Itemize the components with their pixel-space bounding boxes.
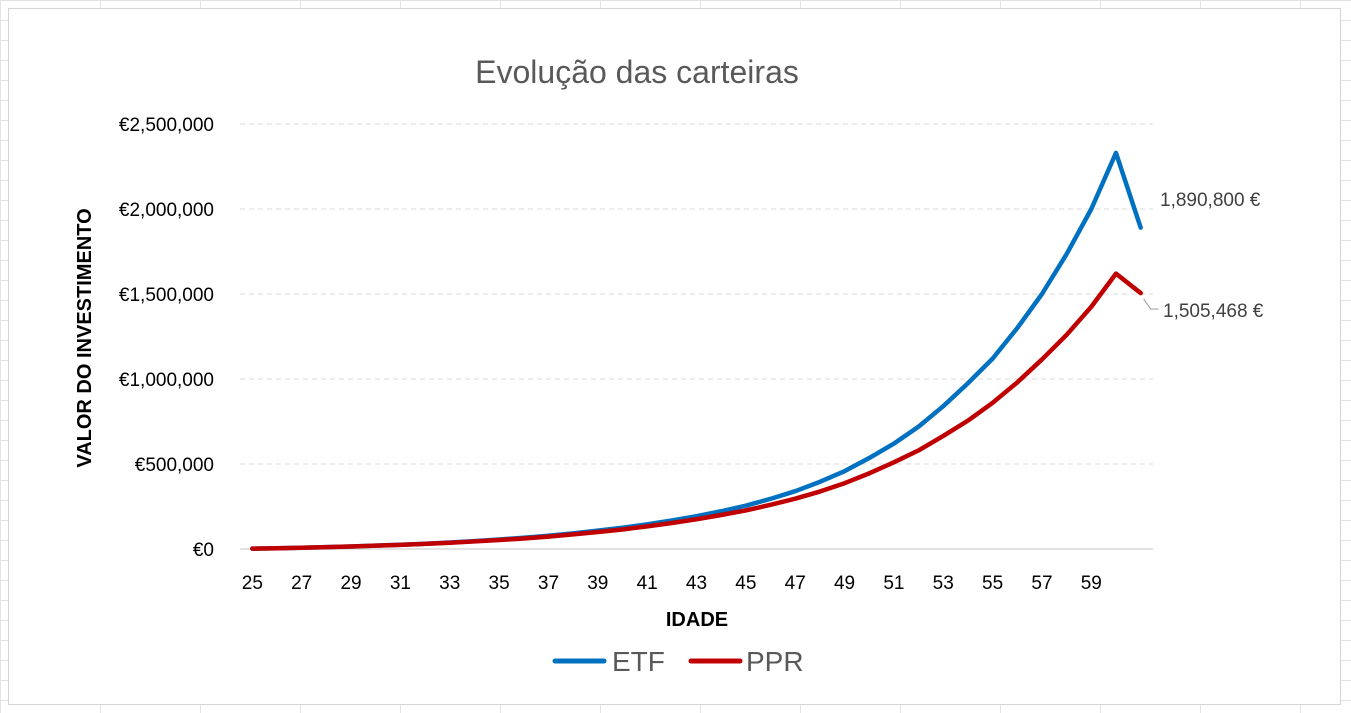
y-tick-label: €500,000: [135, 455, 214, 476]
x-tick-label: 39: [587, 573, 608, 594]
y-axis-title: VALOR DO INVESTIMENTO: [74, 208, 96, 467]
leader-line-ppr: [1143, 298, 1159, 310]
x-tick-label: 49: [834, 573, 855, 594]
x-tick-label: 33: [439, 573, 460, 594]
x-tick-label: 59: [1081, 573, 1102, 594]
chart-title: Evolução das carteiras: [475, 54, 799, 90]
series-line-ppr: [250, 271, 1143, 551]
y-axis-ticks: €0 €500,000 €1,000,000 €1,500,000 €2,000,000…: [119, 115, 214, 561]
x-axis-ticks: 25 27 29 31 33 35 37 39 41 43 45 47 49 51 53 55 57 59: [242, 573, 1102, 594]
y-tick-label: €2,000,000: [119, 200, 214, 221]
y-tick-label: €1,500,000: [119, 285, 214, 306]
x-tick-label: 47: [785, 573, 806, 594]
x-tick-label: 31: [390, 573, 411, 594]
y-tick-label: €2,500,000: [119, 115, 214, 136]
x-tick-label: 45: [735, 573, 756, 594]
series-line-etf: [250, 150, 1143, 551]
legend[interactable]: ETF PPR: [552, 646, 804, 677]
x-axis-title: IDADE: [666, 609, 728, 631]
legend-label-etf: ETF: [612, 646, 665, 677]
x-tick-label: 25: [242, 573, 263, 594]
end-data-labels: 1,890,800 € 1,505,468 €: [1143, 190, 1264, 322]
x-tick-label: 53: [933, 573, 954, 594]
x-tick-label: 51: [883, 573, 904, 594]
legend-label-ppr: PPR: [746, 646, 804, 677]
x-tick-label: 57: [1031, 573, 1052, 594]
series-lines: [250, 150, 1143, 551]
y-tick-label: €1,000,000: [119, 370, 214, 391]
x-tick-label: 37: [538, 573, 559, 594]
x-tick-label: 41: [637, 573, 658, 594]
end-label-etf: 1,890,800 €: [1160, 190, 1261, 211]
x-tick-label: 27: [291, 573, 312, 594]
x-tick-label: 55: [982, 573, 1003, 594]
x-tick-label: 35: [489, 573, 510, 594]
x-tick-label: 43: [686, 573, 707, 594]
x-tick-label: 29: [340, 573, 361, 594]
y-tick-label: €0: [193, 540, 214, 561]
end-label-ppr: 1,505,468 €: [1163, 301, 1264, 322]
gridlines: [240, 123, 1153, 465]
